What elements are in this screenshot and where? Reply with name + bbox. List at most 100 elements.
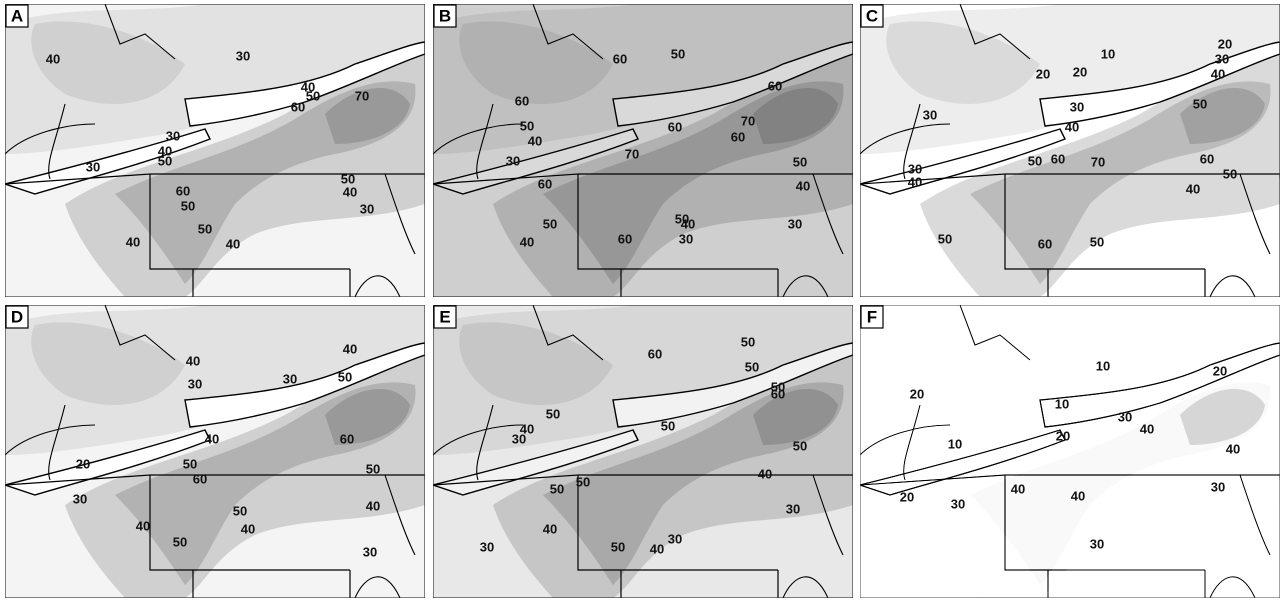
contour-label: 20 xyxy=(910,386,924,401)
contour-label: 30 xyxy=(363,544,377,559)
contour-label: 50 xyxy=(338,369,352,384)
contour-label: 40 xyxy=(343,341,357,356)
contour-label: 40 xyxy=(681,216,695,231)
contour-label: 60 xyxy=(1051,151,1065,166)
map-background xyxy=(860,305,1280,598)
contour-label: 60 xyxy=(618,231,632,246)
contour-label: 10 xyxy=(1096,358,1110,373)
contour-label: 60 xyxy=(538,176,552,191)
contour-label: 20 xyxy=(900,489,914,504)
contour-label: 50 xyxy=(1193,96,1207,111)
contour-label: 40 xyxy=(758,466,772,481)
contour-label: 30 xyxy=(506,153,520,168)
contour-label: 10 xyxy=(948,436,962,451)
contour-label: 10 xyxy=(1101,46,1115,61)
panel-letter: F xyxy=(867,307,877,326)
panel-letter: C xyxy=(866,6,878,25)
contour-label: 60 xyxy=(291,99,305,114)
contour-label: 30 xyxy=(1211,479,1225,494)
contour-label: 50 xyxy=(1028,153,1042,168)
map-background xyxy=(433,305,853,598)
contour-label: 40 xyxy=(543,521,557,536)
contour-label: 40 xyxy=(1211,66,1225,81)
contour-label: 30 xyxy=(786,501,800,516)
contour-label: 40 xyxy=(343,184,357,199)
contour-label: 50 xyxy=(520,118,534,133)
contour-label: 50 xyxy=(543,216,557,231)
panel-letter: E xyxy=(439,307,450,326)
contour-label: 40 xyxy=(1071,488,1085,503)
contour-label: 60 xyxy=(193,471,207,486)
contour-label: 20 xyxy=(1036,66,1050,81)
contour-label: 40 xyxy=(650,541,664,556)
contour-label: 40 xyxy=(520,234,534,249)
contour-label: 20 xyxy=(76,456,90,471)
contour-label: 30 xyxy=(236,48,250,63)
contour-label: 40 xyxy=(241,521,255,536)
contour-label: 50 xyxy=(1223,166,1237,181)
contour-label: 50 xyxy=(793,438,807,453)
contour-label: 50 xyxy=(793,154,807,169)
contour-label: 40 xyxy=(226,236,240,251)
contour-label: 30 xyxy=(1090,536,1104,551)
contour-label: 30 xyxy=(668,531,682,546)
contour-label: 40 xyxy=(136,518,150,533)
contour-label: 60 xyxy=(768,78,782,93)
contour-label: 30 xyxy=(512,431,526,446)
contour-label: 50 xyxy=(198,221,212,236)
map-background xyxy=(5,4,425,297)
map-background xyxy=(433,4,853,297)
contour-label: 20 xyxy=(1218,36,1232,51)
contour-label: 40 xyxy=(186,353,200,368)
contour-label: 40 xyxy=(1065,119,1079,134)
contour-label: 20 xyxy=(1056,428,1070,443)
contour-label: 50 xyxy=(546,406,560,421)
contour-label: 70 xyxy=(355,88,369,103)
contour-label: 60 xyxy=(340,431,354,446)
contour-label: 50 xyxy=(173,534,187,549)
contour-label: 30 xyxy=(480,539,494,554)
contour-label: 30 xyxy=(166,128,180,143)
figure: 403040506070304050306050504030504040A605… xyxy=(0,0,1280,600)
map-panel: 403040506070304050306050504030504040A xyxy=(5,4,425,297)
contour-label: 60 xyxy=(1038,236,1052,251)
panel-letter: D xyxy=(11,307,23,326)
contour-label: 40 xyxy=(908,174,922,189)
contour-label: 40 xyxy=(205,431,219,446)
contour-label: 50 xyxy=(183,456,197,471)
contour-label: 30 xyxy=(951,496,965,511)
contour-label: 40 xyxy=(1186,181,1200,196)
contour-label: 60 xyxy=(515,93,529,108)
contour-label: 30 xyxy=(283,371,297,386)
contour-label: 30 xyxy=(788,216,802,231)
contour-label: 70 xyxy=(741,113,755,128)
contour-label: 30 xyxy=(679,231,693,246)
contour-label: 30 xyxy=(1215,51,1229,66)
contour-label: 40 xyxy=(366,498,380,513)
contour-label: 50 xyxy=(366,461,380,476)
contour-label: 30 xyxy=(86,159,100,174)
contour-label: 60 xyxy=(176,183,190,198)
contour-label: 10 xyxy=(1055,396,1069,411)
contour-label: 20 xyxy=(1073,64,1087,79)
contour-label: 20 xyxy=(1213,363,1227,378)
contour-label: 60 xyxy=(1200,151,1214,166)
contour-label: 60 xyxy=(648,346,662,361)
contour-label: 40 xyxy=(1140,421,1154,436)
contour-label: 50 xyxy=(1090,234,1104,249)
contour-label: 40 xyxy=(796,178,810,193)
contour-label: 50 xyxy=(306,88,320,103)
contour-label: 50 xyxy=(233,503,247,518)
contour-label: 40 xyxy=(1011,481,1025,496)
contour-label: 60 xyxy=(613,51,627,66)
contour-label: 50 xyxy=(550,481,564,496)
contour-label: 60 xyxy=(771,386,785,401)
contour-label: 30 xyxy=(923,107,937,122)
contour-label: 60 xyxy=(668,119,682,134)
contour-label: 70 xyxy=(1091,154,1105,169)
contour-label: 40 xyxy=(1226,441,1240,456)
